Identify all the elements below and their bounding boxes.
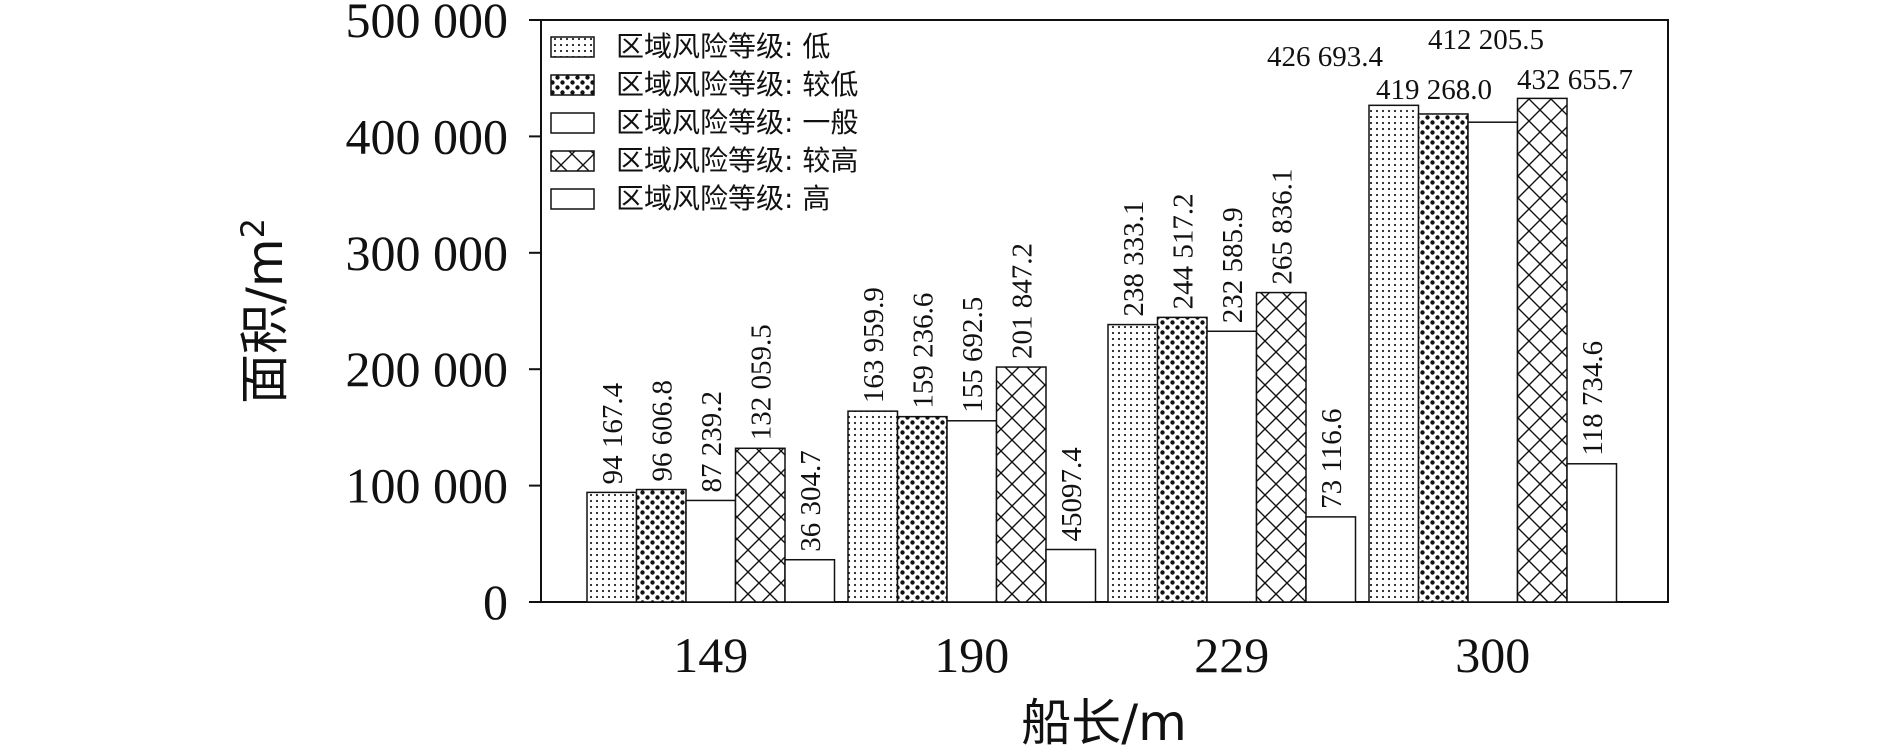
x-tick-label: 300 — [1455, 627, 1530, 683]
bar — [635, 488, 687, 603]
data-label: 419 268.0 — [1376, 74, 1492, 106]
bar — [946, 420, 998, 603]
plot-frame — [540, 19, 1669, 603]
legend-label: 区域风险等级: 低 — [616, 30, 830, 63]
y-tick-label: 500 000 — [346, 0, 509, 48]
bar — [734, 447, 786, 603]
x-tick-label: 190 — [934, 627, 1009, 683]
data-label: 73 116.6 — [1316, 408, 1348, 508]
y-axis-title: 面积/m2 — [234, 218, 294, 404]
bar — [1305, 516, 1357, 603]
data-label: 36 304.7 — [795, 450, 827, 552]
data-label: 412 205.5 — [1428, 24, 1544, 56]
bar — [1566, 463, 1618, 603]
data-label: 201 847.2 — [1006, 243, 1038, 359]
x-axis: 149 190 229 300 — [673, 627, 1530, 683]
data-label: 265 836.1 — [1266, 169, 1298, 285]
y-tick-label: 100 000 — [346, 458, 509, 514]
data-label: 94 167.4 — [597, 382, 629, 484]
bar — [1368, 104, 1420, 603]
legend-label: 区域风险等级: 较低 — [616, 68, 858, 101]
bar — [1516, 97, 1568, 603]
bar — [1417, 113, 1469, 603]
bar — [1156, 316, 1208, 603]
y-tick-label: 400 000 — [346, 108, 509, 164]
data-label: 45097.4 — [1056, 447, 1088, 542]
bar — [1206, 330, 1258, 603]
y-tick-label: 300 000 — [346, 225, 509, 281]
data-label: 87 239.2 — [696, 391, 728, 493]
bar — [847, 410, 899, 603]
y-axis-title-superscript: 2 — [234, 218, 272, 238]
data-label: 132 059.5 — [745, 324, 777, 440]
data-label: 238 333.1 — [1118, 201, 1150, 317]
data-label: 432 655.7 — [1517, 64, 1633, 96]
data-label: 244 517.2 — [1167, 193, 1199, 309]
legend-label: 区域风险等级: 一般 — [616, 106, 858, 139]
legend-label: 区域风险等级: 高 — [616, 182, 830, 215]
x-tick-label: 229 — [1194, 627, 1269, 683]
data-label: 232 585.9 — [1217, 207, 1249, 323]
y-tick-label: 200 000 — [346, 341, 509, 397]
data-label: 96 606.8 — [646, 380, 678, 482]
bar — [1107, 323, 1159, 603]
bars — [586, 97, 1618, 603]
bar — [896, 415, 948, 603]
bar — [1467, 121, 1519, 603]
y-tick-label: 0 — [483, 574, 508, 630]
legend-swatch — [550, 150, 595, 172]
data-label: 426 693.4 — [1267, 41, 1384, 73]
data-label: 159 236.6 — [907, 293, 939, 409]
y-axis: 0 100 000 200 000 300 000 400 000 500 000 — [346, 0, 541, 630]
legend-label: 区域风险等级: 较高 — [616, 144, 858, 177]
bar — [995, 366, 1047, 603]
bar — [685, 499, 737, 603]
legend-swatch — [550, 188, 595, 210]
data-label: 155 692.5 — [957, 297, 989, 413]
data-labels: 94 167.4 96 606.8 87 239.2 132 059.5 36 304.… — [597, 24, 1633, 552]
bar — [784, 558, 836, 603]
legend-swatch — [550, 112, 595, 134]
bar — [1045, 548, 1097, 603]
data-label: 163 959.9 — [858, 287, 890, 403]
x-tick-label: 149 — [673, 627, 748, 683]
legend-swatch — [550, 74, 595, 96]
x-axis-title: 船长/m — [1021, 694, 1187, 752]
legend-swatch — [550, 36, 595, 58]
data-label: 118 734.6 — [1577, 341, 1609, 456]
bar — [586, 491, 638, 603]
bar — [1255, 291, 1307, 603]
